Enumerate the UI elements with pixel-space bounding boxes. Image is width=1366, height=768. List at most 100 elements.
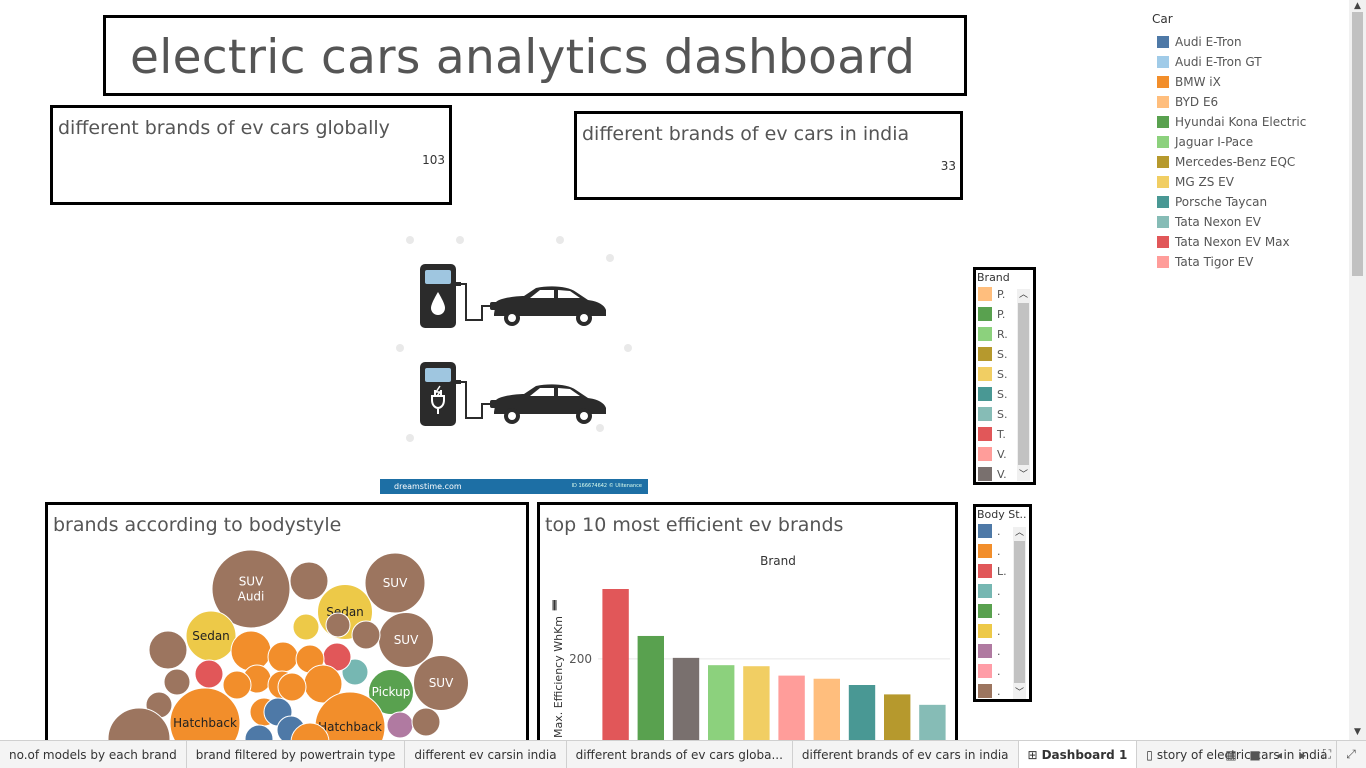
bar-mark[interactable]: [778, 675, 805, 749]
bar-mark[interactable]: [743, 666, 770, 749]
scroll-up-icon[interactable]: ︿: [1014, 528, 1024, 538]
scroll-down-icon[interactable]: ﹀: [1018, 470, 1028, 480]
car-legend-item[interactable]: Tata Nexon EV: [1152, 212, 1342, 232]
car-legend-item[interactable]: BYD E6: [1152, 92, 1342, 112]
car-legend-item[interactable]: BMW iX: [1152, 72, 1342, 92]
previous-sheet-icon[interactable]: ◂: [1275, 747, 1283, 762]
bubble-mark[interactable]: [230, 630, 272, 672]
kpi-brands-india[interactable]: different brands of ev cars in india 33: [574, 111, 963, 200]
fullscreen-icon[interactable]: ⤢: [1346, 747, 1356, 761]
bodystyle-bubble-chart[interactable]: brands according to bodystyle SUV Audi SUV…: [45, 502, 529, 752]
scroll-thumb[interactable]: [1018, 303, 1029, 465]
bar-mark[interactable]: [708, 665, 735, 749]
bubble-mark[interactable]: [386, 711, 414, 739]
bubble-mark[interactable]: [289, 561, 329, 601]
brand-legend-item-label: S.: [997, 347, 1008, 361]
bubble-mark[interactable]: [267, 641, 299, 673]
bar-mark[interactable]: [848, 685, 876, 749]
sheet-tab[interactable]: different brands of ev cars in india: [793, 741, 1019, 768]
bubble-mark[interactable]: Hatchback: [314, 691, 386, 749]
bar-mark[interactable]: [813, 678, 840, 749]
bar-mark[interactable]: [672, 657, 700, 749]
bodystyle-legend-item[interactable]: .: [976, 601, 1029, 621]
scroll-up-icon[interactable]: ▲: [1354, 1, 1361, 11]
bubble-label: SUV: [394, 633, 419, 647]
bodystyle-legend-item[interactable]: L.: [976, 561, 1029, 581]
bodystyle-legend-item[interactable]: .: [976, 521, 1029, 541]
brand-legend-item[interactable]: S.: [976, 364, 1033, 384]
bodystyle-legend-item[interactable]: .: [976, 681, 1029, 699]
bubble-mark[interactable]: [325, 612, 351, 638]
car-legend-item[interactable]: Porsche Taycan: [1152, 192, 1342, 212]
sheet-tab[interactable]: ▯ story of electric cars in india: [1137, 741, 1338, 768]
car-legend-item[interactable]: Tata Nexon EV Max: [1152, 232, 1342, 252]
bodystyle-legend[interactable]: Body St.. .. L....... ︿ ﹀: [973, 504, 1032, 702]
efficiency-bar-chart[interactable]: top 10 most efficient ev brands Brand Max…: [537, 502, 958, 752]
bodystyle-legend-item[interactable]: .: [976, 621, 1029, 641]
brand-legend-item[interactable]: V.: [976, 444, 1033, 464]
bubble-mark[interactable]: [351, 620, 381, 650]
sheet-tab-label: different brands of ev cars globa...: [575, 747, 783, 762]
bar-mark[interactable]: [637, 635, 664, 749]
next-sheet-icon[interactable]: ▸: [1299, 747, 1307, 762]
bubble-mark[interactable]: SUV: [364, 552, 426, 614]
brand-legend-scrollbar[interactable]: ︿ ﹀: [1017, 289, 1030, 481]
car-legend-item[interactable]: Hyundai Kona Electric: [1152, 112, 1342, 132]
bar-mark[interactable]: [602, 589, 629, 749]
page-scrollbar[interactable]: ▲ ▼: [1349, 0, 1366, 740]
brand-legend[interactable]: Brand P. P. R. S. S. S. S. T. V. V. ︿ ﹀: [973, 267, 1036, 485]
scroll-down-icon[interactable]: ﹀: [1014, 688, 1024, 698]
sheet-tab[interactable]: ⊞ Dashboard 1: [1018, 741, 1138, 768]
bodystyle-legend-scrollbar[interactable]: ︿ ﹀: [1013, 527, 1026, 699]
brand-legend-item[interactable]: S.: [976, 384, 1033, 404]
car-legend-item[interactable]: Audi E-Tron GT: [1152, 52, 1342, 72]
car-legend-item[interactable]: Mercedes-Benz EQC: [1152, 152, 1342, 172]
car-legend-item[interactable]: Tata Tigor EV: [1152, 252, 1342, 272]
bodystyle-legend-item[interactable]: .: [976, 641, 1029, 661]
car-legend-item-label: Audi E-Tron GT: [1175, 55, 1262, 69]
kpi-brands-globally[interactable]: different brands of ev cars globally 103: [50, 105, 452, 205]
brand-legend-item[interactable]: P.: [976, 284, 1033, 304]
bubble-mark[interactable]: [411, 707, 441, 737]
car-legend-item[interactable]: MG ZS EV: [1152, 172, 1342, 192]
sheet-tab[interactable]: no.of models by each brand: [0, 741, 187, 768]
bodystyle-legend-item[interactable]: .: [976, 541, 1029, 561]
bubble-mark[interactable]: [222, 670, 252, 700]
bubble-mark[interactable]: Pickup: [368, 669, 414, 715]
bubble-mark[interactable]: Hatchback: [169, 687, 241, 749]
bubble-mark[interactable]: [277, 672, 307, 702]
car-legend-item[interactable]: Audi E-Tron: [1152, 32, 1342, 52]
brand-legend-item[interactable]: S.: [976, 404, 1033, 424]
film-strip-icon[interactable]: ■: [1249, 747, 1261, 762]
bodystyle-legend-item[interactable]: .: [976, 581, 1029, 601]
grid-view-icon[interactable]: ▦: [1225, 747, 1237, 762]
bubble-mark[interactable]: [292, 613, 320, 641]
brand-legend-item[interactable]: P.: [976, 304, 1033, 324]
car-legend-item[interactable]: Jaguar I-Pace: [1152, 132, 1342, 152]
sheet-tab[interactable]: different ev carsin india: [405, 741, 567, 768]
scroll-down-icon[interactable]: ▼: [1354, 727, 1361, 737]
scroll-up-icon[interactable]: ︿: [1018, 290, 1028, 300]
fit-screen-icon[interactable]: ⛶: [1322, 747, 1332, 761]
bubble-mark[interactable]: SUV: [378, 612, 434, 668]
bubble-mark[interactable]: Sedan: [185, 610, 237, 662]
sheet-tab[interactable]: brand filtered by powertrain type: [187, 741, 406, 768]
scroll-thumb[interactable]: [1014, 541, 1025, 683]
brand-legend-item[interactable]: S.: [976, 344, 1033, 364]
brand-legend-item[interactable]: T.: [976, 424, 1033, 444]
bubble-mark[interactable]: [194, 659, 224, 689]
bubble-mark[interactable]: SUV: [413, 655, 469, 711]
bubble-mark[interactable]: [163, 668, 191, 696]
bar-mark[interactable]: [884, 694, 911, 749]
bodystyle-legend-item[interactable]: .: [976, 661, 1029, 681]
bubble-mark[interactable]: [107, 707, 171, 749]
sheet-tab[interactable]: different brands of ev cars globa...: [567, 741, 793, 768]
sort-icon[interactable]: ⫼: [552, 599, 557, 612]
scroll-thumb[interactable]: [1352, 12, 1363, 276]
brand-legend-item[interactable]: R.: [976, 324, 1033, 344]
bubble-mark[interactable]: [148, 630, 188, 670]
brand-legend-item[interactable]: V.: [976, 464, 1033, 482]
